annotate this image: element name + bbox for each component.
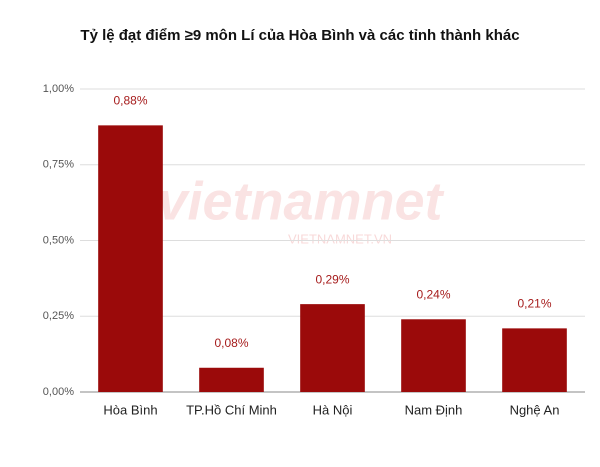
value-label: 0,08% (214, 336, 248, 350)
bar (300, 304, 365, 392)
x-tick-label: Hòa Bình (103, 402, 157, 417)
bar (98, 125, 163, 393)
bar (199, 367, 264, 392)
watermark: vietnamnet (157, 171, 444, 231)
y-tick-label: 0,50% (43, 234, 74, 246)
bar (502, 328, 567, 392)
value-label: 0,29% (315, 272, 349, 286)
x-tick-label: Nghệ An (510, 402, 560, 417)
y-tick-label: 1,00% (43, 83, 74, 95)
x-tick-label: Hà Nội (313, 402, 353, 417)
x-tick-label: TP.Hồ Chí Minh (186, 402, 277, 417)
value-label: 0,88% (113, 94, 147, 108)
bar (401, 319, 466, 392)
x-tick-label: Nam Định (405, 402, 463, 417)
watermark-url: VIETNAMNET.VN (288, 231, 392, 246)
y-tick-label: 0,25% (43, 310, 74, 322)
y-tick-label: 0,00% (43, 386, 74, 398)
value-label: 0,21% (517, 297, 551, 311)
chart-title: Tỷ lệ đạt điểm ≥9 môn Lí của Hòa Bình và… (80, 27, 519, 44)
value-label: 0,24% (416, 287, 450, 301)
y-tick-label: 0,75% (43, 159, 74, 171)
